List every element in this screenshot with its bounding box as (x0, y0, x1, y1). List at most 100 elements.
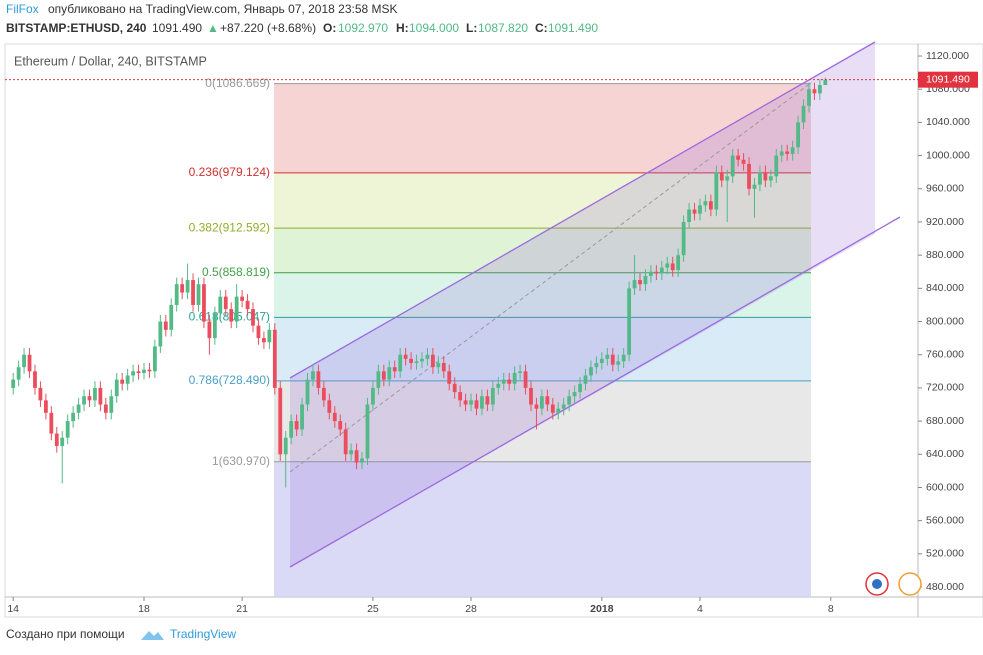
open: 1092.970 (338, 21, 388, 35)
candle-body (327, 400, 332, 413)
candle-body (550, 404, 555, 413)
fib-label: 1(630.970) (212, 454, 270, 468)
x-tick-label: 4 (697, 603, 703, 615)
candle-body (376, 371, 381, 388)
candle-body (512, 372, 517, 384)
candle-body (823, 79, 828, 86)
candle-body (469, 400, 473, 405)
candle-body (763, 172, 768, 181)
candle-body (22, 354, 26, 368)
candle-body (687, 209, 691, 222)
y-tick-label: 960.000 (926, 183, 964, 195)
candle-body (321, 387, 326, 401)
y-tick-label: 920.000 (926, 216, 964, 228)
y-tick-label: 800.000 (926, 315, 964, 327)
candle-body (251, 309, 255, 326)
candle-body (539, 396, 544, 409)
candle-body (572, 392, 577, 397)
candle-body (638, 280, 642, 285)
candle-body (267, 329, 272, 343)
fib-zone (274, 380, 811, 462)
candle-body (698, 205, 702, 214)
logo-icons (865, 572, 922, 596)
candle-body (714, 172, 719, 210)
candle-body (676, 255, 681, 271)
candle-body (294, 421, 299, 430)
candle-body (338, 421, 343, 430)
icon[interactable] (898, 572, 922, 596)
x-tick-label: 2018 (590, 603, 614, 615)
footer-brand[interactable]: TradingView (170, 627, 236, 641)
candle-body (349, 450, 354, 455)
low: 1087.820 (478, 21, 528, 35)
candle-body (131, 371, 135, 376)
candle-body (610, 354, 615, 365)
candle-body (49, 412, 54, 434)
y-tick-label: 760.000 (926, 349, 964, 361)
candle-body (218, 296, 223, 314)
candle-body (98, 387, 103, 405)
author[interactable]: FilFox (6, 2, 39, 16)
x-tick-label: 21 (236, 603, 248, 615)
candle-body (545, 396, 550, 405)
candle-body (441, 363, 446, 372)
candle-body (621, 354, 626, 362)
candle-body (169, 304, 174, 330)
candle-body (463, 400, 468, 405)
candle-body (529, 387, 533, 405)
candle-body (191, 280, 195, 305)
candle-body (82, 396, 86, 405)
candle-body (152, 346, 157, 372)
y-tick-label: 1040.000 (926, 116, 970, 128)
candle-body (278, 387, 283, 455)
channel-lower (289, 216, 901, 568)
candle-body (76, 404, 81, 413)
arrow: ▲ (207, 21, 219, 35)
candle-body (223, 296, 228, 310)
candle-body (812, 89, 817, 94)
candle-body (387, 367, 392, 380)
candle-body (234, 296, 239, 322)
candle-body (43, 400, 48, 413)
candle-body (403, 354, 408, 359)
chart-title: Ethereum / Dollar, 240, BITSTAMP (14, 54, 207, 68)
candle-body (758, 172, 762, 185)
channel-fill (290, 42, 875, 567)
high: 1094.000 (409, 21, 459, 35)
candle-body (381, 371, 386, 380)
candle-body (229, 309, 234, 322)
candle-body (202, 284, 206, 322)
candle-body (796, 122, 800, 148)
candle-body (262, 338, 266, 343)
candle-body (245, 300, 250, 310)
candle-body (589, 367, 593, 376)
fib-label: 0(1086.669) (205, 76, 270, 90)
candle-body (114, 379, 119, 397)
candle-body (681, 221, 686, 256)
candle-body (174, 284, 179, 305)
candle-body (567, 396, 572, 405)
candle-body (142, 369, 146, 373)
open-label: O: (323, 21, 336, 35)
x-tick-label: 28 (465, 603, 477, 615)
candle-body (158, 321, 163, 347)
candle-body (332, 412, 337, 422)
candle-body (240, 296, 245, 301)
y-tick-label: 600.000 (926, 481, 964, 493)
y-tick-label: 880.000 (926, 249, 964, 261)
candle-body (38, 387, 43, 401)
candle-body (196, 284, 201, 305)
fib-zone (274, 272, 811, 318)
candle-body (27, 354, 32, 372)
candle-body (360, 458, 364, 463)
candle-body (103, 404, 108, 413)
candle-body (354, 450, 359, 463)
candle-body (409, 358, 413, 364)
candle-body (256, 325, 261, 339)
y-tick-label: 560.000 (926, 514, 964, 526)
candle-body (392, 367, 397, 372)
candle-body (736, 155, 741, 160)
candle-body (120, 379, 125, 384)
